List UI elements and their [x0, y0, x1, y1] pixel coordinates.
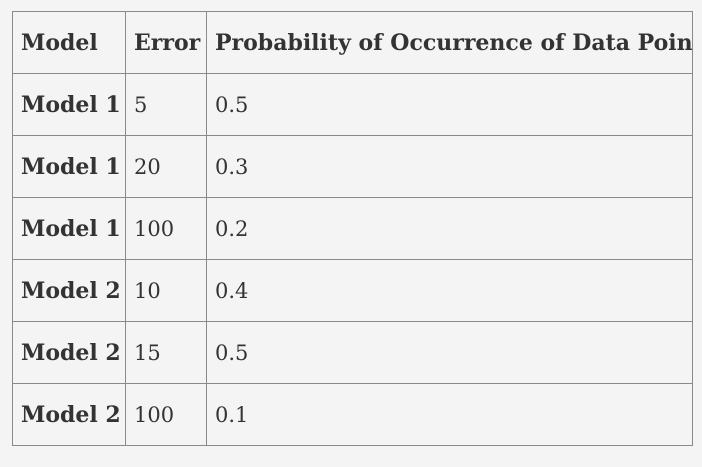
- cell-error: 15: [125, 321, 207, 384]
- cell-probability: 0.2: [206, 197, 693, 260]
- data-table: Model Error Probability of Occurrence of…: [12, 11, 693, 446]
- cell-error: 5: [125, 73, 207, 136]
- cell-error: 10: [125, 259, 207, 322]
- cell-model: Model 1: [12, 197, 126, 260]
- cell-error: 100: [125, 197, 207, 260]
- table-row: Model 2 100 0.1: [12, 383, 693, 446]
- table-header-row: Model Error Probability of Occurrence of…: [12, 11, 693, 74]
- cell-model: Model 2: [12, 383, 126, 446]
- cell-error: 100: [125, 383, 207, 446]
- table-row: Model 2 15 0.5: [12, 321, 693, 384]
- header-error: Error: [125, 11, 207, 74]
- table-row: Model 1 5 0.5: [12, 73, 693, 136]
- cell-probability: 0.5: [206, 321, 693, 384]
- header-model: Model: [12, 11, 126, 74]
- cell-probability: 0.1: [206, 383, 693, 446]
- cell-probability: 0.4: [206, 259, 693, 322]
- cell-error: 20: [125, 135, 207, 198]
- table-row: Model 1 100 0.2: [12, 197, 693, 260]
- cell-probability: 0.5: [206, 73, 693, 136]
- table-row: Model 2 10 0.4: [12, 259, 693, 322]
- cell-probability: 0.3: [206, 135, 693, 198]
- cell-model: Model 2: [12, 259, 126, 322]
- cell-model: Model 1: [12, 135, 126, 198]
- table-row: Model 1 20 0.3: [12, 135, 693, 198]
- cell-model: Model 2: [12, 321, 126, 384]
- cell-model: Model 1: [12, 73, 126, 136]
- header-probability: Probability of Occurrence of Data Point: [206, 11, 693, 74]
